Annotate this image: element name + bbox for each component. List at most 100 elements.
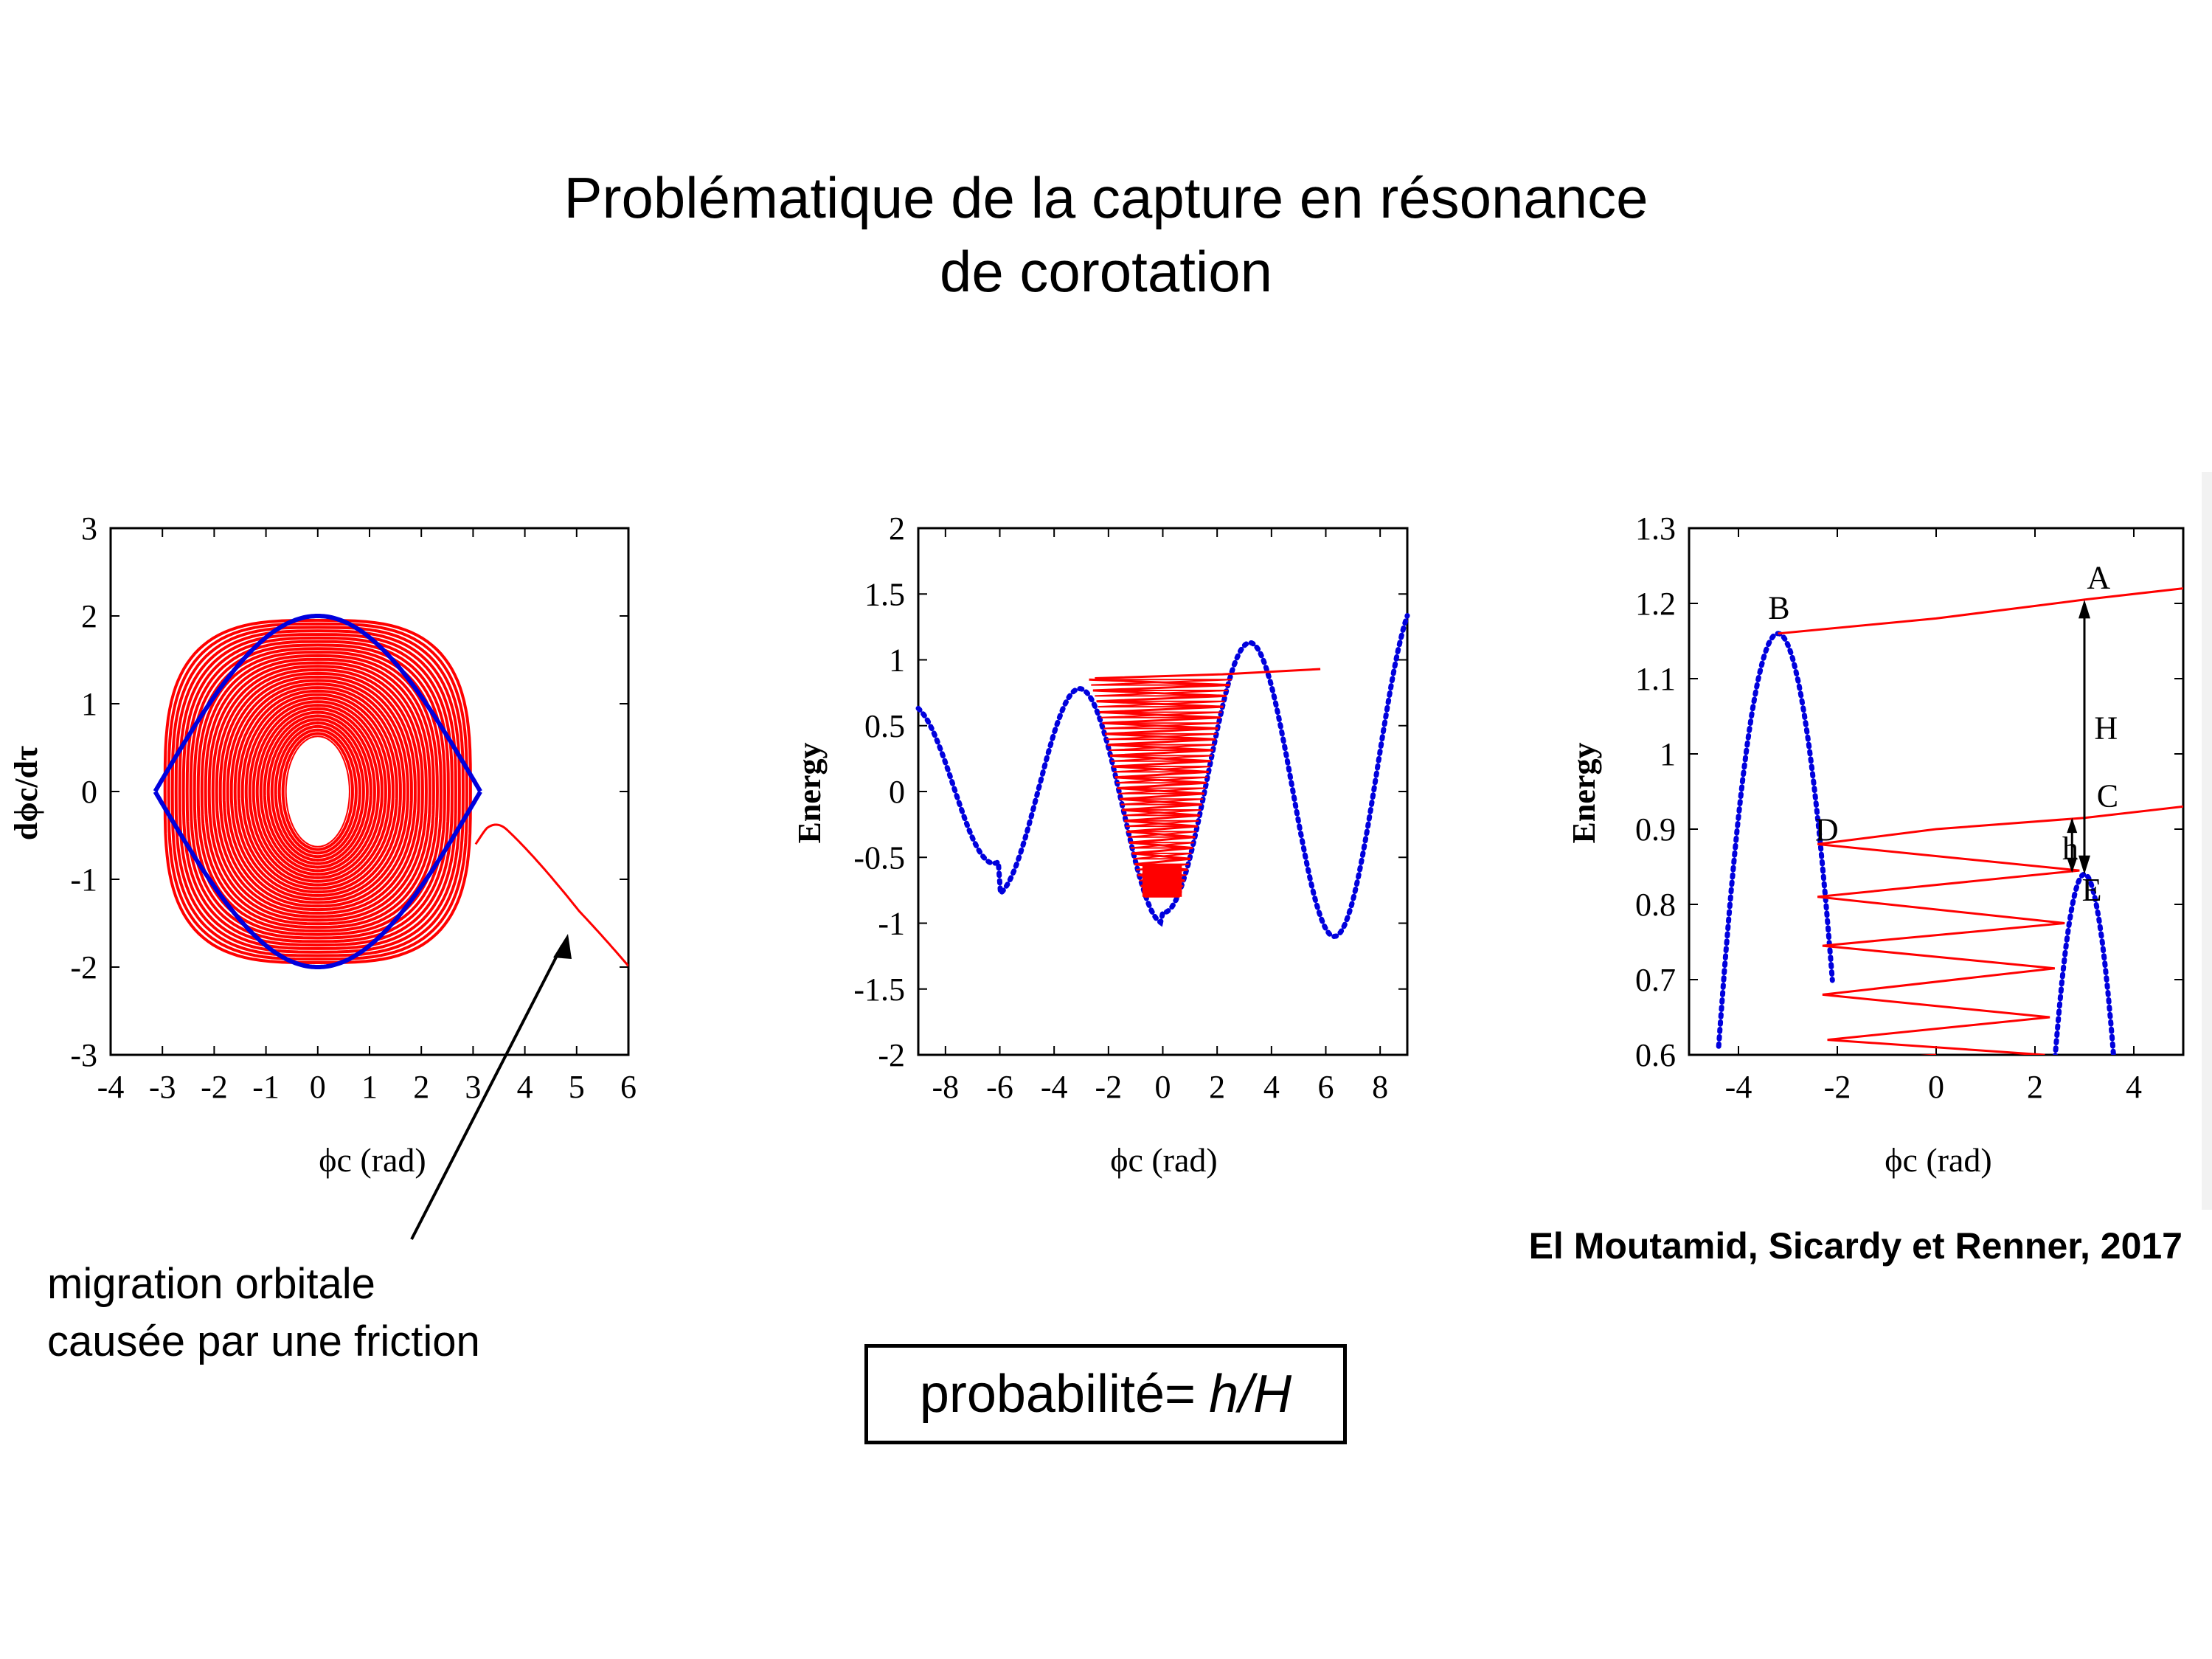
y-tick-label: 2 (81, 598, 97, 634)
x-axis-label: ϕc (rad) (319, 1141, 426, 1179)
red-orbit (178, 633, 457, 950)
y-tick-label: 1.3 (1635, 510, 1676, 547)
red-orbit (237, 689, 398, 894)
x-tick-label: 3 (465, 1069, 481, 1105)
red-orbit (193, 647, 443, 936)
y-tick-label: 0.8 (1635, 887, 1676, 923)
red-orbit (244, 696, 391, 887)
red-orbit (226, 679, 409, 904)
y-tick-label: -1 (70, 862, 97, 898)
red-orbit (196, 651, 439, 932)
red-trajectory-1 (1817, 805, 2183, 845)
red-orbit (255, 707, 380, 876)
y-tick-label: 1.1 (1635, 661, 1676, 697)
y-tick-label: 0.7 (1635, 962, 1676, 998)
x-tick-label: -2 (1095, 1069, 1123, 1105)
x-tick-label: 1 (361, 1069, 378, 1105)
y-tick-label: -3 (70, 1037, 97, 1073)
y-tick-label: 0.5 (864, 708, 905, 744)
x-tick-label: 2 (413, 1069, 429, 1105)
x-tick-label: 4 (2126, 1069, 2142, 1105)
red-orbit (266, 718, 369, 865)
red-orbit (174, 629, 461, 954)
probability-box: probabilité= h/H (864, 1344, 1347, 1444)
red-orbit (218, 671, 417, 912)
plot-area (153, 614, 628, 969)
x-tick-label: 2 (1209, 1069, 1225, 1105)
y-tick-label: 0.9 (1635, 811, 1676, 848)
y-tick-label: -0.5 (853, 839, 905, 876)
y-tick-label: 1 (81, 686, 97, 722)
y-axis-label: dϕc/dτ (8, 746, 44, 840)
x-tick-label: 8 (1372, 1069, 1388, 1105)
red-orbit (248, 700, 387, 883)
x-tick-label: -4 (1725, 1069, 1752, 1105)
probability-formula: h/H (1209, 1365, 1292, 1424)
red-orbit (200, 654, 435, 929)
x-axis-label: ϕc (rad) (1110, 1141, 1218, 1179)
red-orbit (274, 724, 361, 859)
y-tick-label: 0 (81, 774, 97, 810)
h-arrow-head-bottom (2067, 857, 2078, 873)
y-axis-label: Energy (791, 743, 828, 844)
point-label-B: B (1768, 589, 1789, 626)
x-tick-label: -1 (252, 1069, 280, 1105)
red-orbit (215, 668, 420, 915)
slide-title-line1: Problématique de la capture en résonance (564, 165, 1648, 230)
y-tick-label: 0.6 (1635, 1037, 1676, 1073)
red-orbit (222, 675, 413, 908)
y-tick-label: -1 (878, 906, 905, 942)
h-arrow-head-top (2067, 817, 2078, 834)
slide-edge (2202, 472, 2212, 1210)
red-orbit (252, 704, 384, 879)
red-orbit (263, 714, 372, 869)
point-label-H: H (2094, 710, 2118, 747)
x-axis-label: ϕc (rad) (1885, 1141, 1992, 1179)
red-orbit (207, 661, 428, 922)
H-arrow-head-bottom (2078, 855, 2090, 875)
x-tick-label: 0 (310, 1069, 326, 1105)
x-tick-label: -3 (149, 1069, 176, 1105)
barrier-left (1716, 631, 1835, 1049)
separatrix-lower (153, 790, 482, 969)
H-arrow-head-top (2078, 599, 2090, 619)
red-orbit (185, 640, 450, 943)
x-tick-label: 6 (1318, 1069, 1334, 1105)
annotation-line2: causée par une friction (47, 1317, 480, 1365)
red-orbit (163, 618, 472, 965)
red-orbit (277, 728, 358, 855)
y-axis-label: Energy (1566, 743, 1602, 844)
orbit-center-hole (286, 737, 349, 846)
x-tick-label: 6 (620, 1069, 637, 1105)
x-tick-label: 0 (1155, 1069, 1171, 1105)
x-tick-label: -4 (1041, 1069, 1068, 1105)
y-tick-label: -2 (878, 1037, 905, 1073)
exit-level-line (1095, 668, 1321, 679)
y-tick-label: 1 (1660, 736, 1676, 772)
slide-title-line2: de corotation (940, 239, 1272, 304)
barrier-right (2053, 871, 2116, 1055)
red-orbit (233, 686, 402, 897)
y-tick-label: 2 (889, 510, 905, 547)
red-orbit (229, 682, 406, 901)
x-tick-label: 5 (569, 1069, 585, 1105)
y-tick-label: 1.2 (1635, 586, 1676, 622)
escaping-trajectory (474, 823, 628, 967)
x-tick-label: -2 (1824, 1069, 1851, 1105)
x-tick-label: -6 (986, 1069, 1013, 1105)
red-orbit (240, 693, 395, 890)
arrow-shaft (410, 945, 564, 1240)
red-orbit (211, 665, 424, 918)
arrow-head (553, 934, 572, 959)
energy-zigzag-cross (1089, 679, 1232, 898)
point-label-A: A (2087, 560, 2110, 596)
point-label-C: C (2097, 777, 2118, 814)
red-orbit (204, 657, 431, 926)
red-orbit (270, 721, 365, 862)
x-tick-label: 2 (2027, 1069, 2043, 1105)
y-tick-label: 3 (81, 510, 97, 547)
separatrix-upper (153, 614, 482, 793)
red-trajectory-2 (1817, 842, 2080, 1055)
